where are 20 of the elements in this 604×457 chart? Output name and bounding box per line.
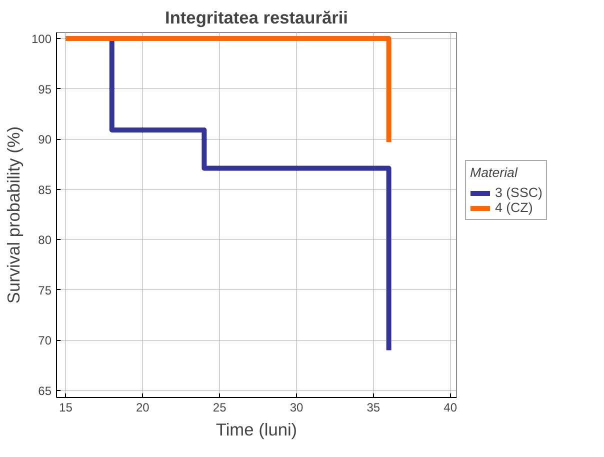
legend-label: 4 (CZ) xyxy=(495,200,533,215)
y-tick-label: 90 xyxy=(38,132,52,147)
y-tick-label: 65 xyxy=(38,384,52,398)
x-tick-label: 25 xyxy=(212,400,227,414)
y-tick-label: 95 xyxy=(38,82,52,96)
x-tick-label: 40 xyxy=(444,400,458,414)
chart-title: Integritatea restaurării xyxy=(165,8,348,28)
x-axis-title: Time (luni) xyxy=(216,420,298,440)
legend-label: 3 (SSC) xyxy=(495,185,542,200)
y-axis-title: Survival probability (%) xyxy=(3,126,24,304)
x-tick-label: 35 xyxy=(366,400,380,414)
x-tick-label: 20 xyxy=(136,400,150,414)
y-tick-label: 70 xyxy=(38,334,52,348)
y-tick-label: 100 xyxy=(31,32,52,46)
y-tick-label: 85 xyxy=(38,182,52,197)
y-tick-label: 80 xyxy=(38,233,52,248)
x-tick-label: 30 xyxy=(290,400,304,414)
y-tick-label: 75 xyxy=(38,283,52,298)
legend-title: Material xyxy=(470,165,519,180)
x-tick-label: 15 xyxy=(59,400,73,414)
